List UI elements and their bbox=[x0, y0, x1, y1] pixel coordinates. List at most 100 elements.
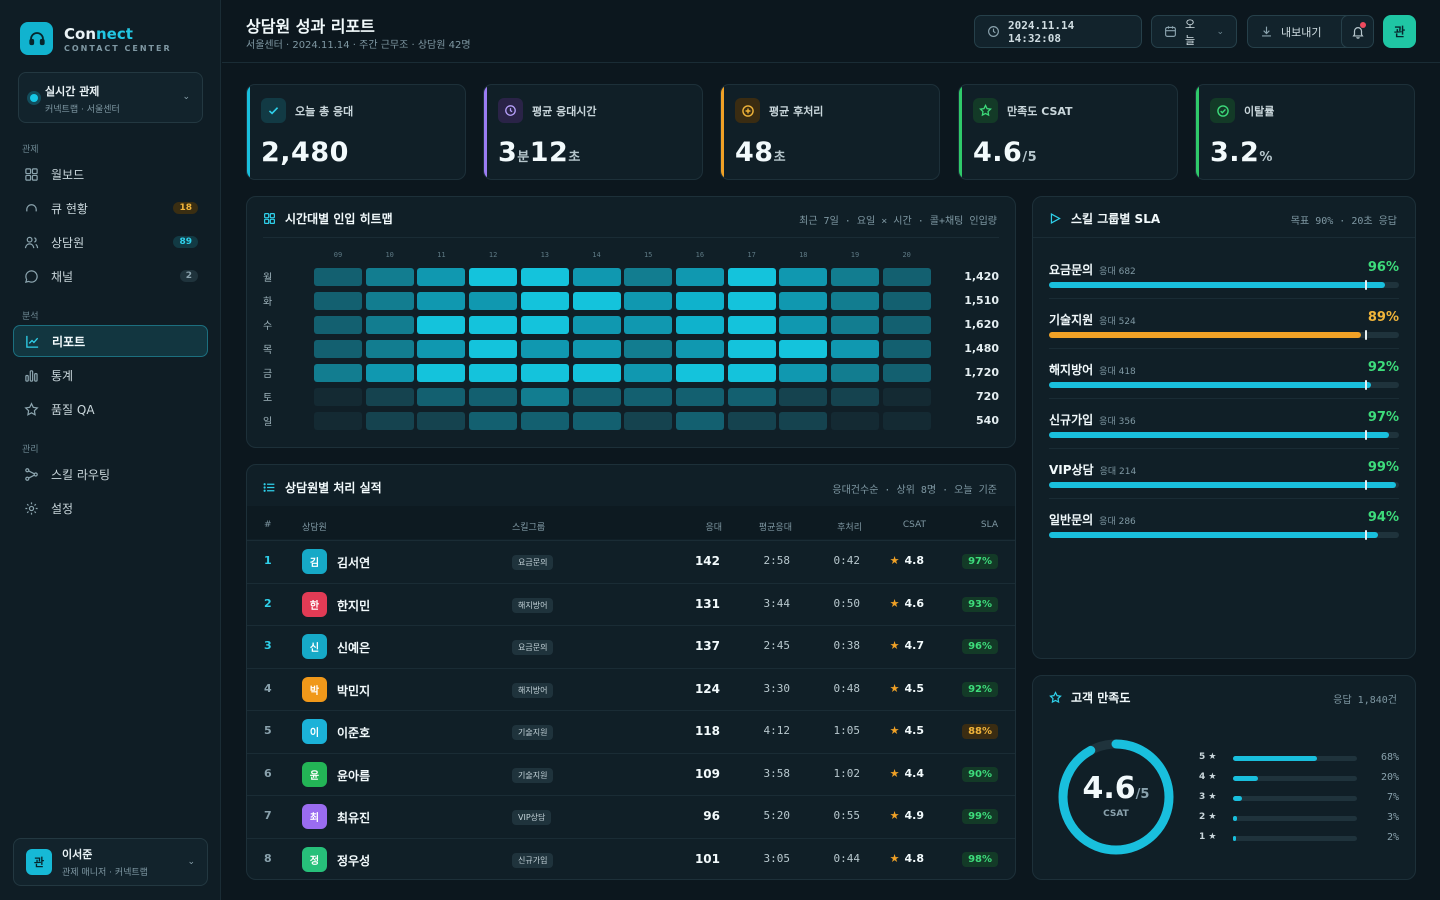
heatmap-cell[interactable] bbox=[520, 268, 569, 286]
sidebar-item-agents[interactable]: 상담원 89 bbox=[13, 226, 208, 258]
heatmap-cell[interactable] bbox=[727, 268, 776, 286]
heatmap-cell[interactable] bbox=[314, 340, 362, 358]
heatmap-cell[interactable] bbox=[572, 292, 621, 310]
heatmap-cell[interactable] bbox=[314, 292, 362, 310]
heatmap-cell[interactable] bbox=[417, 388, 466, 406]
sidebar-item-qa[interactable]: 품질 QA bbox=[13, 393, 208, 425]
heatmap-cell[interactable] bbox=[675, 340, 724, 358]
heatmap-cell[interactable] bbox=[365, 388, 414, 406]
heatmap-cell[interactable] bbox=[675, 316, 724, 334]
heatmap-cell[interactable] bbox=[675, 388, 724, 406]
heatmap-cell[interactable] bbox=[520, 340, 569, 358]
export-button[interactable]: 내보내기 bbox=[1247, 15, 1353, 48]
heatmap-cell[interactable] bbox=[624, 316, 673, 334]
agent-name[interactable]: 박민지 bbox=[337, 683, 371, 698]
heatmap-cell[interactable] bbox=[882, 316, 931, 334]
heatmap-cell[interactable] bbox=[572, 412, 621, 430]
heatmap-cell[interactable] bbox=[831, 292, 879, 310]
heatmap-cell[interactable] bbox=[520, 292, 569, 310]
heatmap-cell[interactable] bbox=[779, 388, 828, 406]
agent-name[interactable]: 김서연 bbox=[337, 556, 371, 570]
heatmap-cell[interactable] bbox=[520, 388, 569, 406]
heatmap-cell[interactable] bbox=[727, 340, 776, 358]
heatmap-cell[interactable] bbox=[882, 388, 931, 406]
heatmap-cell[interactable] bbox=[779, 292, 828, 310]
sidebar-item-report[interactable]: 리포트 bbox=[13, 325, 208, 357]
table-row[interactable]: 4 박 박민지 해지방어 124 3:30 0:48 ★ 4.5 92% bbox=[247, 667, 1015, 710]
sidebar-item-queue[interactable]: 큐 현황 18 bbox=[13, 192, 208, 224]
table-row[interactable]: 8 정 정우성 신규가입 101 3:05 0:44 ★ 4.8 98% bbox=[247, 837, 1015, 880]
heatmap-cell[interactable] bbox=[365, 268, 414, 286]
agent-name[interactable]: 최유진 bbox=[337, 811, 371, 825]
heatmap-cell[interactable] bbox=[520, 316, 569, 334]
sidebar-item-channels[interactable]: 채널 2 bbox=[13, 260, 208, 292]
heatmap-cell[interactable] bbox=[882, 268, 931, 286]
table-row[interactable]: 6 윤 윤아름 기술지원 109 3:58 1:02 ★ 4.4 90% bbox=[247, 752, 1015, 795]
agent-name[interactable]: 이준호 bbox=[337, 726, 371, 740]
agent-name[interactable]: 정우성 bbox=[337, 853, 371, 868]
heatmap-cell[interactable] bbox=[882, 364, 931, 382]
heatmap-cell[interactable] bbox=[675, 364, 724, 382]
heatmap-cell[interactable] bbox=[831, 388, 879, 406]
table-row[interactable]: 2 한 한지민 해지방어 131 3:44 0:50 ★ 4.6 93% bbox=[247, 582, 1015, 625]
heatmap-cell[interactable] bbox=[314, 316, 362, 334]
heatmap-cell[interactable] bbox=[417, 316, 466, 334]
user-profile-menu[interactable]: 관 이서준 관제 매니저 · 커넥트랩 ⌄ bbox=[13, 838, 208, 886]
heatmap-cell[interactable] bbox=[624, 388, 673, 406]
heatmap-cell[interactable] bbox=[831, 316, 879, 334]
table-row[interactable]: 5 이 이준호 기술지원 118 4:12 1:05 ★ 4.5 88% bbox=[247, 710, 1015, 752]
heatmap-cell[interactable] bbox=[727, 316, 776, 334]
heatmap-cell[interactable] bbox=[417, 268, 466, 286]
heatmap-cell[interactable] bbox=[365, 412, 414, 430]
heatmap-cell[interactable] bbox=[624, 268, 673, 286]
heatmap-cell[interactable] bbox=[882, 340, 931, 358]
heatmap-cell[interactable] bbox=[469, 412, 518, 430]
table-row[interactable]: 3 신 신예은 요금문의 137 2:45 0:38 ★ 4.7 96% bbox=[247, 625, 1015, 667]
heatmap-cell[interactable] bbox=[469, 340, 518, 358]
heatmap-cell[interactable] bbox=[572, 364, 621, 382]
heatmap-cell[interactable] bbox=[779, 316, 828, 334]
agent-name[interactable]: 한지민 bbox=[337, 598, 371, 613]
heatmap-cell[interactable] bbox=[314, 364, 362, 382]
heatmap-cell[interactable] bbox=[624, 364, 673, 382]
heatmap-cell[interactable] bbox=[727, 388, 776, 406]
heatmap-cell[interactable] bbox=[882, 292, 931, 310]
heatmap-cell[interactable] bbox=[520, 412, 569, 430]
brand-logo[interactable]: Connect CONTACT CENTER bbox=[20, 22, 172, 55]
heatmap-cell[interactable] bbox=[779, 340, 828, 358]
heatmap-cell[interactable] bbox=[365, 364, 414, 382]
sidebar-item-wallboard[interactable]: 월보드 bbox=[13, 158, 208, 190]
header-avatar[interactable]: 관 bbox=[1383, 15, 1416, 48]
heatmap-cell[interactable] bbox=[831, 340, 879, 358]
heatmap-cell[interactable] bbox=[572, 268, 621, 286]
heatmap-cell[interactable] bbox=[675, 268, 724, 286]
heatmap-cell[interactable] bbox=[365, 292, 414, 310]
heatmap-cell[interactable] bbox=[314, 268, 362, 286]
heatmap-cell[interactable] bbox=[469, 364, 518, 382]
heatmap-cell[interactable] bbox=[624, 340, 673, 358]
sidebar-item-routing[interactable]: 스킬 라우팅 bbox=[13, 458, 208, 490]
heatmap-cell[interactable] bbox=[624, 292, 673, 310]
heatmap-cell[interactable] bbox=[365, 316, 414, 334]
heatmap-cell[interactable] bbox=[417, 340, 466, 358]
heatmap-cell[interactable] bbox=[469, 388, 518, 406]
notifications-button[interactable] bbox=[1341, 15, 1374, 48]
heatmap-cell[interactable] bbox=[727, 412, 776, 430]
heatmap-cell[interactable] bbox=[675, 292, 724, 310]
heatmap-cell[interactable] bbox=[831, 268, 879, 286]
heatmap-cell[interactable] bbox=[572, 388, 621, 406]
heatmap-cell[interactable] bbox=[417, 364, 466, 382]
heatmap-cell[interactable] bbox=[882, 412, 931, 430]
agent-name[interactable]: 윤아름 bbox=[337, 768, 371, 783]
heatmap-cell[interactable] bbox=[779, 268, 828, 286]
heatmap-cell[interactable] bbox=[365, 340, 414, 358]
heatmap-cell[interactable] bbox=[469, 292, 518, 310]
heatmap-cell[interactable] bbox=[779, 364, 828, 382]
heatmap-cell[interactable] bbox=[572, 316, 621, 334]
heatmap-cell[interactable] bbox=[624, 412, 673, 430]
heatmap-cell[interactable] bbox=[469, 268, 518, 286]
heatmap-cell[interactable] bbox=[520, 364, 569, 382]
period-select[interactable]: 오늘 ⌄ bbox=[1151, 15, 1237, 48]
heatmap-cell[interactable] bbox=[831, 364, 879, 382]
heatmap-cell[interactable] bbox=[831, 412, 879, 430]
